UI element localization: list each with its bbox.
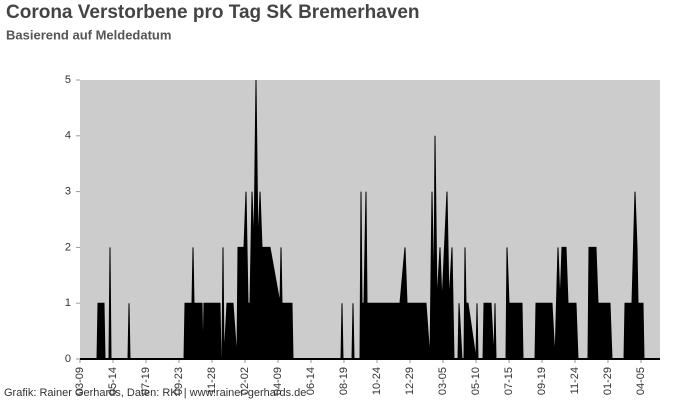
x-tick-label: 04-05	[635, 367, 647, 395]
x-tick-label: 03-09	[74, 367, 86, 395]
x-tick-label: 04-09	[272, 367, 284, 395]
x-tick-label: 10-24	[371, 367, 383, 395]
y-tick-label: 3	[65, 186, 71, 198]
x-tick-label: 12-29	[404, 367, 416, 395]
chart-subtitle: Basierend auf Meldedatum	[6, 27, 171, 42]
x-tick-label: 05-14	[107, 367, 119, 395]
x-tick-label: 09-23	[173, 367, 185, 395]
x-tick-label: 07-19	[140, 367, 152, 395]
y-tick-label: 2	[65, 241, 71, 253]
y-tick-label: 1	[65, 297, 71, 309]
x-tick-label: 01-29	[602, 367, 614, 395]
x-tick-label: 06-14	[305, 367, 317, 395]
footer: Grafik: Rainer Gerhards, Daten: RKI | ww…	[4, 387, 306, 399]
x-tick-label: 08-19	[338, 367, 350, 395]
x-tick-label: 02-02	[239, 367, 251, 395]
chart-title: Corona Verstorbene pro Tag SK Bremerhave…	[6, 2, 420, 23]
y-tick-label: 0	[65, 353, 71, 365]
x-tick-label: 05-10	[470, 367, 482, 395]
x-tick-label: 09-19	[536, 367, 548, 395]
y-tick-label: 5	[65, 74, 71, 86]
y-tick-label: 4	[65, 130, 71, 142]
x-tick-label: 11-28	[206, 367, 218, 394]
x-tick-label: 03-05	[437, 367, 449, 395]
x-tick-label: 07-15	[503, 367, 515, 395]
area	[80, 79, 660, 360]
x-tick-label: 11-24	[569, 367, 581, 394]
